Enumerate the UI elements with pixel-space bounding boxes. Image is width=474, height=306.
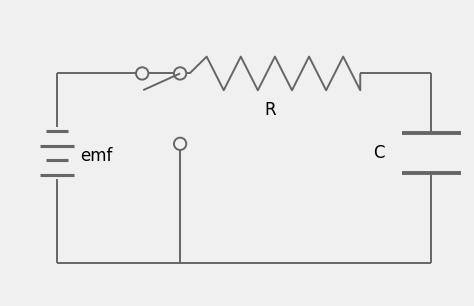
Text: C: C (374, 144, 385, 162)
Text: emf: emf (81, 147, 113, 165)
Text: R: R (264, 101, 276, 119)
